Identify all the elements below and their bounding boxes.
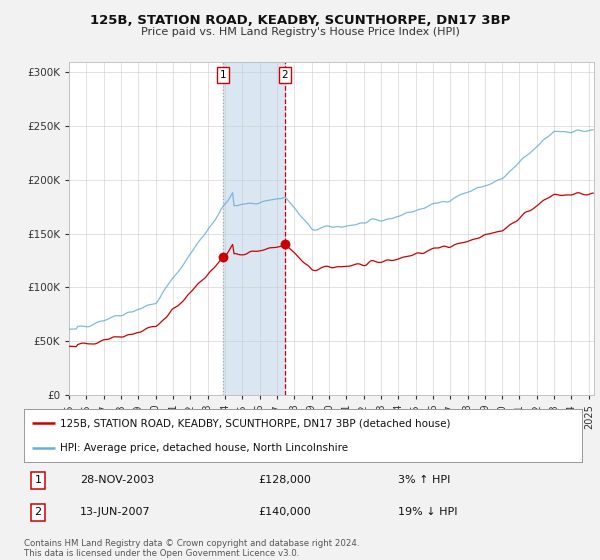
Text: 28-NOV-2003: 28-NOV-2003 <box>80 475 154 485</box>
Text: 2: 2 <box>281 70 288 80</box>
Text: 3% ↑ HPI: 3% ↑ HPI <box>398 475 450 485</box>
Text: 19% ↓ HPI: 19% ↓ HPI <box>398 507 457 517</box>
Text: Price paid vs. HM Land Registry's House Price Index (HPI): Price paid vs. HM Land Registry's House … <box>140 27 460 37</box>
Text: 13-JUN-2007: 13-JUN-2007 <box>80 507 151 517</box>
Point <box>218 253 228 262</box>
Text: 1: 1 <box>34 475 41 485</box>
Text: 1: 1 <box>220 70 227 80</box>
Text: Contains HM Land Registry data © Crown copyright and database right 2024.
This d: Contains HM Land Registry data © Crown c… <box>24 539 359 558</box>
Text: £140,000: £140,000 <box>259 507 311 517</box>
Text: 125B, STATION ROAD, KEADBY, SCUNTHORPE, DN17 3BP: 125B, STATION ROAD, KEADBY, SCUNTHORPE, … <box>90 14 510 27</box>
Bar <box>223 62 285 395</box>
Point <box>280 240 290 249</box>
Text: 2: 2 <box>34 507 41 517</box>
Text: 125B, STATION ROAD, KEADBY, SCUNTHORPE, DN17 3BP (detached house): 125B, STATION ROAD, KEADBY, SCUNTHORPE, … <box>60 418 451 428</box>
Text: £128,000: £128,000 <box>259 475 311 485</box>
Text: HPI: Average price, detached house, North Lincolnshire: HPI: Average price, detached house, Nort… <box>60 442 349 452</box>
